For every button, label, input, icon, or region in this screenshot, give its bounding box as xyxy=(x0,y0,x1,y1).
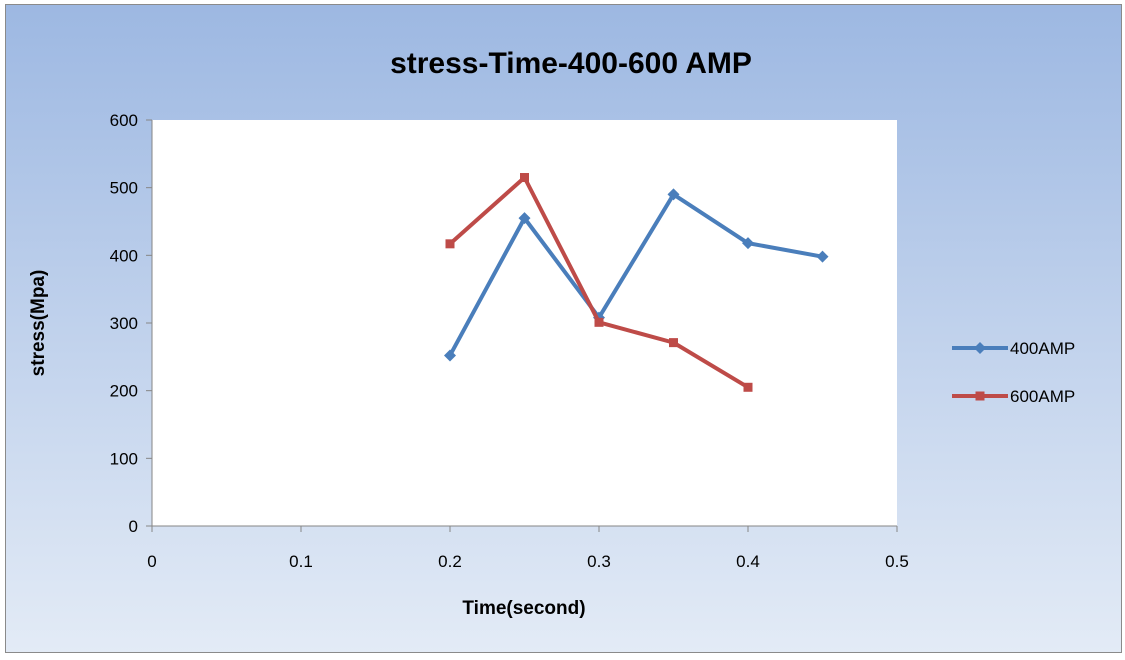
plot-area xyxy=(152,120,897,526)
data-point-400amp xyxy=(667,188,680,201)
data-point-400amp xyxy=(742,237,754,250)
y-tick-label: 200 xyxy=(110,382,138,401)
y-tick-label: 100 xyxy=(110,449,138,468)
legend-item-400amp: 400AMP xyxy=(952,339,1075,358)
series-line-400amp xyxy=(448,192,825,358)
legend: 400AMP 600AMP xyxy=(952,339,1075,406)
x-tick-label: 0.4 xyxy=(736,552,760,571)
data-point-600amp xyxy=(743,382,753,392)
y-tick-label: 300 xyxy=(110,314,138,333)
legend-marker-400amp xyxy=(974,342,986,354)
y-tick-label: 500 xyxy=(110,179,138,198)
series-600amp xyxy=(445,173,753,392)
x-tick-label: 0.1 xyxy=(289,552,313,571)
y-tick-label: 0 xyxy=(129,517,138,536)
x-tick-label: 0 xyxy=(147,552,156,571)
y-axis-label: stress(Mpa) xyxy=(28,270,49,377)
data-point-400amp xyxy=(444,349,456,362)
legend-item-600amp: 600AMP xyxy=(952,387,1075,406)
data-point-400amp xyxy=(518,212,531,225)
data-point-600amp xyxy=(594,317,604,327)
x-tick-label: 0.3 xyxy=(587,552,611,571)
legend-marker-600amp xyxy=(975,391,985,401)
legend-label-600amp: 600AMP xyxy=(1010,387,1075,406)
axes: 0 100 200 300 400 500 600 0 0.1 0.2 0.3 0.4 0.5 xyxy=(110,111,909,571)
x-tick-label: 0.5 xyxy=(885,552,909,571)
x-axis-label: Time(second) xyxy=(462,598,585,619)
y-tick-label: 600 xyxy=(110,111,138,130)
y-tick-label: 400 xyxy=(110,246,138,265)
data-point-600amp xyxy=(445,239,455,249)
legend-label-400amp: 400AMP xyxy=(1010,339,1075,358)
series-layer xyxy=(444,173,829,392)
x-tick-label: 0.2 xyxy=(438,552,462,571)
data-point-600amp xyxy=(520,173,529,183)
data-point-400amp xyxy=(816,250,829,263)
data-point-600amp xyxy=(669,338,678,348)
chart-title: stress-Time-400-600 AMP xyxy=(390,47,752,80)
